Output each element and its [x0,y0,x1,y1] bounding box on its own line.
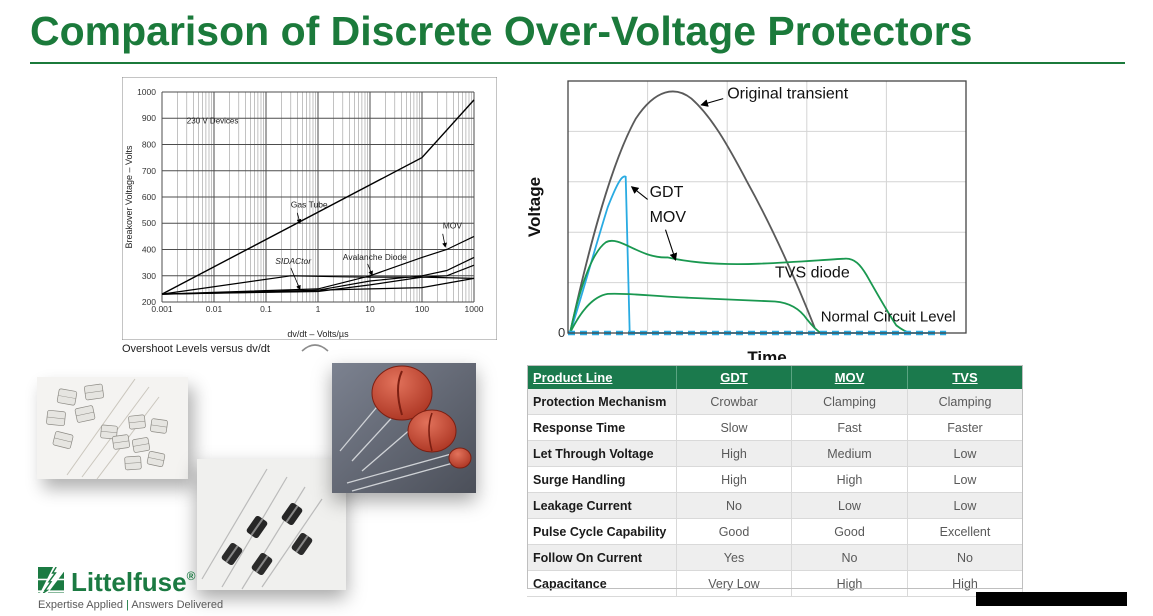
svg-text:MOV: MOV [650,209,687,226]
svg-text:Gas Tube: Gas Tube [291,200,328,210]
svg-text:700: 700 [142,166,156,176]
svg-text:1: 1 [316,304,321,314]
svg-text:SIDACtor: SIDACtor [275,256,312,266]
svg-text:600: 600 [142,192,156,202]
svg-text:800: 800 [142,140,156,150]
svg-text:900: 900 [142,113,156,123]
svg-text:GDT: GDT [650,184,684,201]
svg-text:300: 300 [142,271,156,281]
svg-text:230 V Devices: 230 V Devices [187,117,239,126]
svg-text:0.001: 0.001 [151,304,173,314]
svg-text:0.1: 0.1 [260,304,272,314]
svg-text:0.01: 0.01 [206,304,223,314]
svg-text:10: 10 [365,304,375,314]
svg-text:1000: 1000 [465,304,484,314]
svg-text:MOV: MOV [443,221,463,231]
svg-text:TVS diode: TVS diode [775,265,850,282]
svg-text:Time: Time [747,348,786,360]
svg-text:Voltage: Voltage [525,177,544,237]
svg-text:400: 400 [142,245,156,255]
svg-text:Original transient: Original transient [727,86,849,103]
svg-text:Normal Circuit Level: Normal Circuit Level [821,309,956,326]
svg-text:0: 0 [558,325,565,340]
svg-text:500: 500 [142,218,156,228]
svg-text:1000: 1000 [137,87,156,97]
svg-text:100: 100 [415,304,429,314]
svg-text:Avalanche Diode: Avalanche Diode [343,252,407,262]
svg-text:Breakover Voltage – Volts: Breakover Voltage – Volts [124,145,134,249]
